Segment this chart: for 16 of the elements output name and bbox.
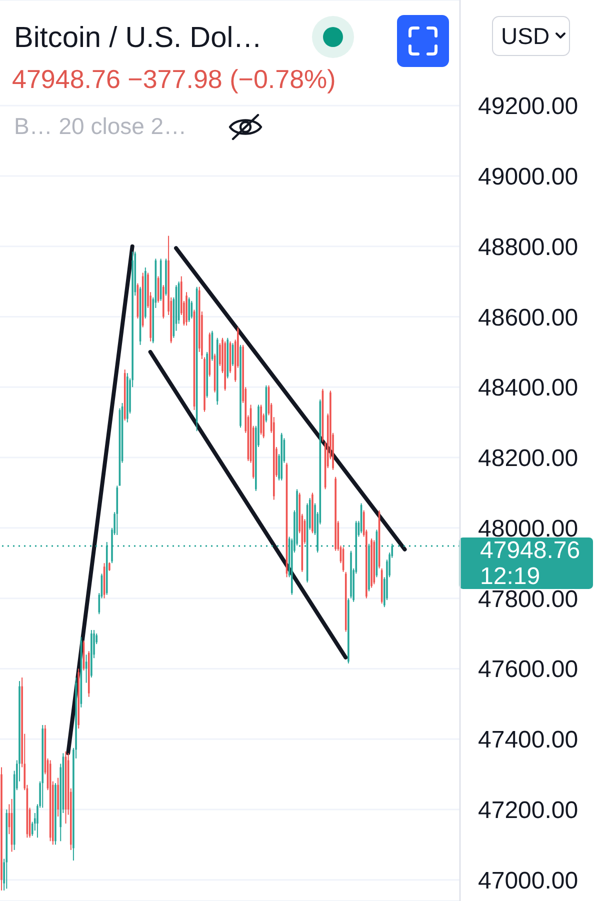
text: 47948.76 −377.98 (−0.78%) xyxy=(12,64,336,94)
y-tick-label: 49000.00 xyxy=(478,163,578,190)
y-tick-label: 48800.00 xyxy=(478,234,578,261)
y-tick-label: 48200.00 xyxy=(478,445,578,472)
y-tick-label: 48400.00 xyxy=(478,374,578,402)
y-tick-label: 47200.00 xyxy=(478,797,578,824)
y-axis-title: USD xyxy=(501,23,550,49)
text: Bitcoin / U.S. Dol… xyxy=(14,21,262,55)
y-tick-label: 49200.00 xyxy=(478,93,578,120)
y-tick-label: 47000.00 xyxy=(478,867,578,894)
candlestick xyxy=(188,296,190,323)
annotation: B… 20 close 2… xyxy=(14,112,187,140)
y-tick-label: 47400.00 xyxy=(478,726,578,754)
dropdown: USD xyxy=(492,16,570,56)
y-tick-label: 47600.00 xyxy=(478,656,578,684)
y-tick-label: 48600.00 xyxy=(478,304,578,332)
